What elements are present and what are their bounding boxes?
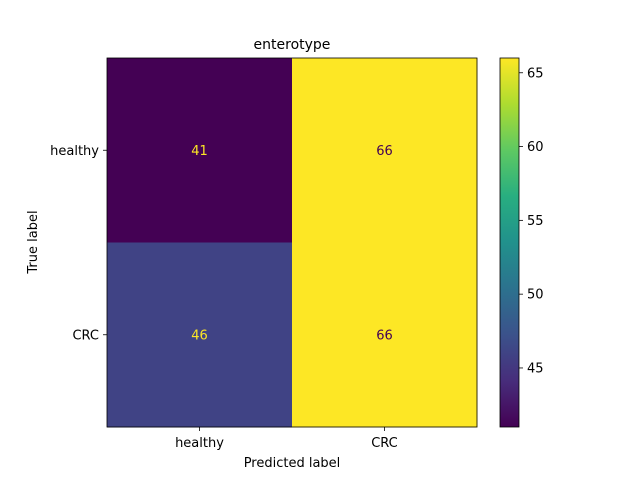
y-axis-label: True label — [26, 210, 41, 274]
cell-value-label: 46 — [191, 328, 208, 343]
cell-value-label: 41 — [191, 144, 208, 159]
colorbar-ticks: 45 50 55 60 65 — [519, 66, 544, 376]
heatmap-cell — [292, 242, 478, 428]
x-tick-label: healthy — [175, 436, 224, 451]
y-tick-label: CRC — [72, 328, 99, 343]
plot-frame — [106, 57, 478, 428]
x-tick-label: CRC — [371, 436, 398, 451]
colorbar-tick-label: 55 — [527, 214, 544, 229]
y-axis-ticks: healthy CRC — [50, 144, 107, 343]
heatmap-cell — [107, 242, 293, 428]
x-axis-label: Predicted label — [244, 456, 341, 471]
colorbar-tick-label: 45 — [527, 361, 544, 376]
chart-title: enterotype — [254, 37, 331, 53]
colorbar-tick-label: 65 — [527, 66, 544, 81]
x-axis-ticks: healthy CRC — [175, 427, 398, 451]
colorbar-tick-label: 60 — [527, 140, 544, 155]
y-tick-label: healthy — [50, 144, 99, 159]
heatmap-cell — [292, 58, 478, 243]
cell-value-label: 66 — [376, 328, 393, 343]
cell-value-labels: 41 66 46 66 — [191, 144, 393, 344]
heatmap-cell — [107, 58, 293, 243]
colorbar-tick-label: 50 — [527, 288, 544, 303]
heatmap-cells — [107, 58, 478, 428]
cell-value-label: 66 — [376, 144, 393, 159]
colorbar — [499, 57, 520, 428]
